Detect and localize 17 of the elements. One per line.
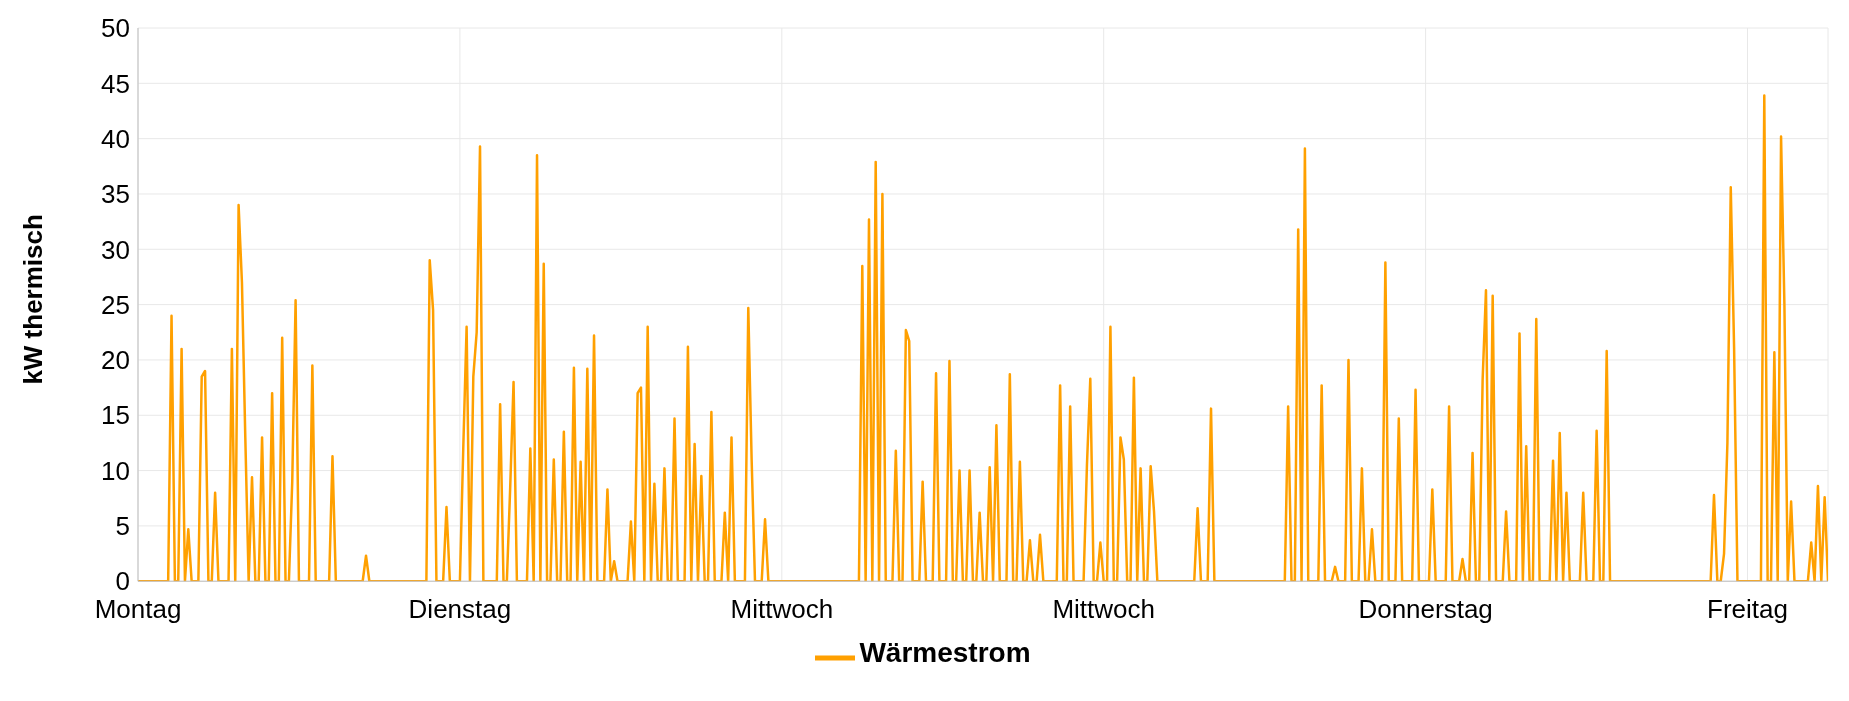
y-tick-label: 40 — [101, 123, 130, 154]
x-tick-label: Mittwoch — [730, 593, 834, 624]
y-tick-label: 45 — [101, 68, 130, 99]
y-tick-label: 25 — [101, 289, 130, 320]
y-tick-label: 10 — [101, 455, 130, 486]
y-tick-label: 15 — [101, 400, 130, 431]
x-tick-label: Freitag — [1707, 593, 1788, 624]
y-tick-label: 30 — [101, 234, 130, 265]
legend-label: Wärmestrom — [859, 637, 1031, 669]
x-tick-label: Mittwoch — [1052, 593, 1155, 624]
y-tick-label: 35 — [101, 179, 130, 210]
x-tick-label: Donnerstag — [1358, 593, 1493, 624]
y-tick-label: 20 — [101, 345, 130, 376]
y-tick-label: 5 — [115, 511, 130, 542]
x-tick-label: Dienstag — [408, 593, 512, 624]
y-axis-title: kW thermisch — [18, 214, 49, 385]
y-tick-label: 50 — [101, 13, 130, 44]
